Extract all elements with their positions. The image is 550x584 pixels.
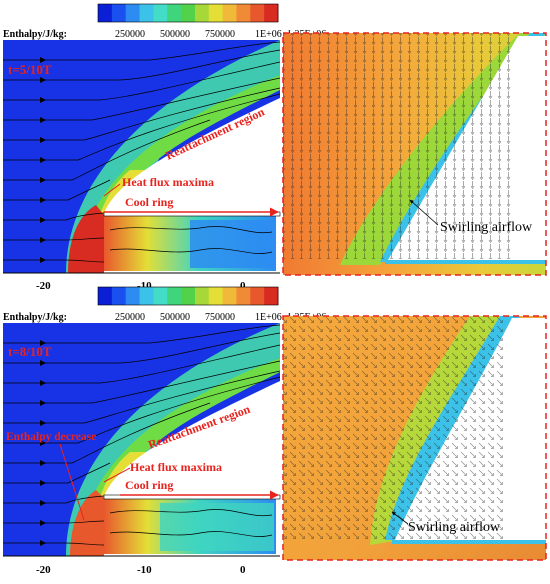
- colorbar-swatches: [97, 3, 279, 23]
- colorbar-tick: 500000: [160, 29, 190, 40]
- colorbar-swatch: [125, 287, 141, 305]
- colorbar-swatch: [194, 4, 210, 22]
- colorbar-swatch: [208, 4, 224, 22]
- colorbar-swatch: [98, 4, 113, 22]
- colorbar-swatch: [222, 4, 237, 22]
- colorbar-swatch: [125, 4, 141, 22]
- colorbar-swatch: [139, 287, 154, 305]
- colorbar-swatch: [181, 4, 196, 22]
- x-tick-label: 0: [240, 564, 246, 576]
- colorbar-swatch: [208, 287, 224, 305]
- time-label: t=8/10T: [8, 344, 52, 359]
- colorbar-label: Enthalpy/J/kg:: [3, 312, 67, 323]
- x-tick-label: -10: [137, 564, 152, 576]
- zoom-label-swirl: Swirling airflow: [408, 520, 501, 535]
- colorbar-swatch: [250, 4, 265, 22]
- colorbar-swatch: [167, 287, 182, 305]
- zoom-label-swirl: Swirling airflow: [440, 220, 533, 235]
- heatflux-leader: [103, 183, 121, 197]
- colorbar-swatch: [222, 287, 237, 305]
- zoom-arrow-field: [283, 33, 513, 259]
- panel-1-flowfield: -20 -10 0 t=5/10T Reattachment region He…: [3, 40, 281, 292]
- panel-1-zoom: Swirling airflow: [282, 32, 547, 276]
- colorbar-swatch: [111, 4, 127, 22]
- colorbar-swatch: [194, 287, 210, 305]
- x-tick-label: -20: [36, 280, 51, 292]
- colorbar-tick: 500000: [160, 312, 190, 323]
- streamline-arrows: [40, 340, 46, 546]
- time-label: t=5/10T: [8, 62, 52, 77]
- annotation-enthalpy-decrease: Enthalpy decrease: [6, 431, 96, 443]
- streamlines: [3, 324, 281, 546]
- colorbar-frame: [97, 286, 279, 306]
- colorbar-top: Enthalpy/J/kg: 250000 500000 750000 1E+0…: [3, 3, 326, 40]
- colorbar-tick: 1E+06: [255, 29, 282, 40]
- panel-2-zoom: Swirling airflow: [282, 315, 547, 561]
- x-tick-label: -20: [36, 564, 51, 576]
- cavity-cold-region: [160, 503, 274, 551]
- zoom-border: [282, 315, 547, 561]
- annotation-heatflux: Heat flux maxima: [122, 175, 214, 189]
- annotation-coolring: Cool ring: [125, 195, 173, 209]
- zoom-bottom-plate: [385, 260, 546, 264]
- zoom-arrow-field: [283, 316, 503, 542]
- annotation-heatflux: Heat flux maxima: [130, 460, 222, 474]
- colorbar-swatch: [167, 4, 182, 22]
- colorbar-swatch: [264, 287, 279, 305]
- colorbar-frame: [97, 3, 279, 23]
- colorbar-swatch: [139, 4, 154, 22]
- colorbar-label: Enthalpy/J/kg:: [3, 29, 67, 40]
- colorbar-middle: Enthalpy/J/kg: 250000 500000 750000 1E+0…: [3, 286, 326, 323]
- enthalpy-decrease-leader: [59, 443, 85, 521]
- colorbar-swatch: [111, 287, 127, 305]
- colorbar-tick: 250000: [115, 29, 145, 40]
- colorbar-swatch: [98, 287, 113, 305]
- colorbar-swatch: [181, 287, 196, 305]
- colorbar-swatch: [250, 287, 265, 305]
- annotation-coolring: Cool ring: [125, 478, 173, 492]
- zoom-bottom-plate: [392, 540, 546, 544]
- streamlines: [3, 41, 281, 263]
- colorbar-tick: 750000: [205, 312, 235, 323]
- x-tick-label: 0: [240, 280, 246, 292]
- colorbar-swatch: [264, 4, 279, 22]
- zoom-border: [282, 32, 547, 276]
- swirl-leader: [409, 199, 439, 226]
- colorbar-swatch: [153, 287, 168, 305]
- panel-2-flowfield: -20 -10 0 t=8/10T Enthalpy decrease Reat…: [3, 323, 281, 576]
- colorbar-tick: 750000: [205, 29, 235, 40]
- swirl-leader: [391, 511, 409, 525]
- colorbar-swatch: [236, 4, 251, 22]
- heatflux-leader: [103, 467, 131, 483]
- colorbar-swatches: [97, 286, 279, 306]
- stagnation-hot-region: [70, 490, 104, 556]
- colorbar-swatch: [236, 287, 251, 305]
- streamline-arrows: [40, 57, 46, 263]
- colorbar-tick: 1E+06: [255, 312, 282, 323]
- colorbar-tick: 250000: [115, 312, 145, 323]
- colorbar-swatch: [153, 4, 168, 22]
